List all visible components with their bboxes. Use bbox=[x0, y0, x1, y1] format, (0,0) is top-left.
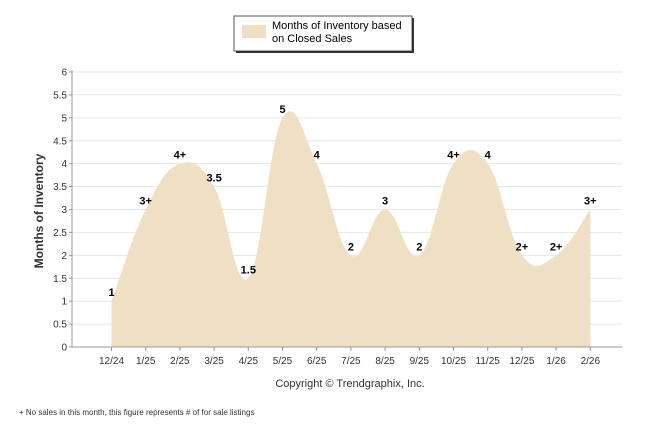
y-tick-label: 5.5 bbox=[53, 90, 67, 101]
y-tick-label: 6 bbox=[61, 68, 67, 79]
data-label: 2+ bbox=[516, 241, 529, 253]
series-area bbox=[111, 111, 591, 347]
data-label: 3+ bbox=[584, 196, 597, 208]
y-axis-title: Months of Inventory bbox=[32, 153, 46, 268]
x-tick-label: 12/24 bbox=[99, 356, 124, 367]
area-layer bbox=[111, 111, 591, 347]
y-tick-label: 3 bbox=[61, 205, 67, 216]
y-tick-label: 1 bbox=[61, 297, 67, 308]
footnote: + No sales in this month, this figure re… bbox=[19, 408, 254, 417]
x-tick-label: 1/25 bbox=[136, 356, 156, 367]
data-label: 4+ bbox=[174, 150, 187, 162]
y-tick-label: 0 bbox=[61, 343, 67, 354]
data-label: 2 bbox=[416, 241, 422, 253]
y-tick-label: 4.5 bbox=[53, 136, 67, 147]
x-tick-label: 5/25 bbox=[273, 356, 293, 367]
data-label: 1 bbox=[108, 287, 114, 299]
y-tick-label: 3.5 bbox=[53, 182, 67, 193]
data-label: 3.5 bbox=[206, 173, 221, 185]
y-tick-label: 4 bbox=[61, 159, 67, 170]
x-tick-label: 2/26 bbox=[581, 356, 601, 367]
y-tick-label: 5 bbox=[61, 113, 67, 124]
legend-swatch bbox=[242, 25, 266, 38]
x-tick-label: 9/25 bbox=[410, 356, 430, 367]
y-tick-labels: 0 0.5 1 1.5 2 2.5 3 3.5 4 4.5 5 5.5 6 bbox=[53, 68, 72, 354]
legend-label-line-1: Months of Inventory based bbox=[272, 20, 402, 32]
x-tick-label: 8/25 bbox=[375, 356, 395, 367]
y-tick-label: 2 bbox=[61, 251, 67, 262]
y-tick-label: 0.5 bbox=[53, 320, 67, 331]
x-tick-label: 2/25 bbox=[170, 356, 190, 367]
data-label: 3+ bbox=[139, 196, 152, 208]
x-tick-label: 3/25 bbox=[204, 356, 224, 367]
copyright: Copyright © Trendgraphix, Inc. bbox=[275, 378, 424, 390]
data-label: 3 bbox=[382, 196, 388, 208]
x-tick-label: 1/26 bbox=[546, 356, 566, 367]
x-tick-label: 6/25 bbox=[307, 356, 327, 367]
x-tick-label: 10/25 bbox=[441, 356, 466, 367]
data-label: 2+ bbox=[550, 241, 563, 253]
legend-shadow-right bbox=[412, 18, 414, 53]
data-labels: 1 3+ 4+ 3.5 1.5 5 4 2 3 2 4+ 4 2+ 2+ 3+ bbox=[108, 104, 596, 299]
x-tick-label: 4/25 bbox=[239, 356, 259, 367]
y-tick-label: 1.5 bbox=[53, 274, 67, 285]
legend-shadow-bottom bbox=[236, 51, 414, 53]
data-label: 2 bbox=[348, 241, 354, 253]
legend-label-line-2: on Closed Sales bbox=[272, 33, 353, 45]
x-tick-label: 11/25 bbox=[476, 356, 501, 367]
y-tick-label: 2.5 bbox=[53, 228, 67, 239]
data-label: 5 bbox=[279, 104, 285, 116]
data-label: 1.5 bbox=[241, 264, 256, 276]
x-tick-labels: 12/24 1/25 2/25 3/25 4/25 5/25 6/25 7/25 8/25 9/2… bbox=[99, 347, 600, 367]
x-tick-label: 12/25 bbox=[509, 356, 534, 367]
data-label: 4 bbox=[314, 150, 321, 162]
x-tick-label: 7/25 bbox=[341, 356, 361, 367]
data-label: 4+ bbox=[447, 150, 460, 162]
data-label: 4 bbox=[485, 150, 492, 162]
legend: Months of Inventory based on Closed Sale… bbox=[233, 15, 414, 53]
